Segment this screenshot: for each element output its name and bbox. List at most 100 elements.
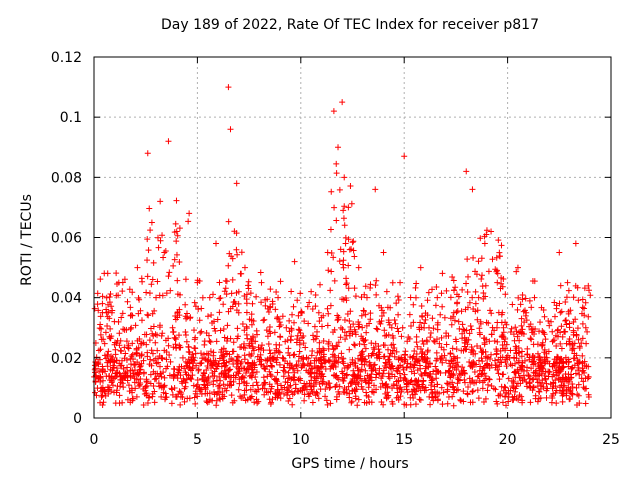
- data-point: [161, 383, 168, 390]
- data-point: [223, 359, 230, 366]
- data-point: [128, 312, 135, 319]
- y-tick-label: 0.12: [51, 50, 82, 66]
- data-point: [122, 369, 129, 376]
- data-point: [143, 289, 150, 296]
- data-point: [389, 279, 396, 286]
- data-point: [97, 331, 104, 338]
- data-point: [129, 289, 136, 296]
- data-point: [350, 321, 357, 328]
- data-point: [513, 349, 520, 356]
- data-point: [323, 397, 330, 404]
- data-point: [354, 374, 361, 381]
- data-point: [417, 319, 424, 326]
- data-point: [228, 253, 235, 260]
- data-point: [182, 276, 189, 283]
- data-point: [99, 402, 106, 409]
- data-point: [246, 316, 253, 323]
- data-point: [304, 303, 311, 310]
- data-point: [557, 309, 564, 316]
- data-point: [142, 384, 149, 391]
- data-point: [492, 266, 499, 273]
- data-point: [122, 350, 129, 357]
- data-point: [116, 342, 123, 349]
- data-point: [192, 400, 199, 407]
- y-tick-label: 0.06: [51, 231, 82, 247]
- data-point: [121, 344, 128, 351]
- data-point: [305, 355, 312, 362]
- data-points: [91, 84, 594, 409]
- data-point: [274, 380, 281, 387]
- data-point: [223, 291, 230, 298]
- data-point: [340, 355, 347, 362]
- data-point: [205, 379, 212, 386]
- data-point: [555, 376, 562, 383]
- data-point: [579, 296, 586, 303]
- data-point: [374, 326, 381, 333]
- data-point: [492, 386, 499, 393]
- data-point: [162, 394, 169, 401]
- data-point: [165, 273, 172, 280]
- data-point: [421, 320, 428, 327]
- data-point: [91, 362, 98, 369]
- data-point: [439, 303, 446, 310]
- data-point: [253, 369, 260, 376]
- data-point: [228, 290, 235, 297]
- data-point: [266, 354, 273, 361]
- data-point: [198, 391, 205, 398]
- data-point: [502, 384, 509, 391]
- data-point: [574, 391, 581, 398]
- data-point: [115, 279, 122, 286]
- data-point: [463, 280, 470, 287]
- x-tick-label: 0: [90, 432, 99, 448]
- data-point: [475, 395, 482, 402]
- data-point: [340, 264, 347, 271]
- data-point: [157, 198, 164, 205]
- data-point: [235, 309, 242, 316]
- data-point: [204, 357, 211, 364]
- axes-frame: [93, 56, 612, 419]
- data-point: [510, 379, 517, 386]
- data-point: [428, 377, 435, 384]
- data-point: [571, 355, 578, 362]
- data-point: [202, 384, 209, 391]
- data-point: [165, 342, 172, 349]
- data-point: [549, 363, 556, 370]
- data-point: [233, 289, 240, 296]
- data-point: [242, 397, 249, 404]
- data-point: [225, 308, 232, 315]
- data-point: [228, 392, 235, 399]
- data-point: [427, 330, 434, 337]
- data-point: [539, 368, 546, 375]
- data-point: [558, 308, 565, 315]
- data-point: [247, 290, 254, 297]
- data-point: [359, 355, 366, 362]
- data-point: [424, 297, 431, 304]
- data-point: [389, 400, 396, 407]
- data-point: [248, 311, 255, 318]
- data-point: [459, 286, 466, 293]
- data-point: [457, 397, 464, 404]
- data-point: [414, 382, 421, 389]
- data-point: [227, 382, 234, 389]
- data-point: [172, 393, 179, 400]
- data-point: [177, 291, 184, 298]
- data-point: [147, 356, 154, 363]
- data-point: [278, 382, 285, 389]
- data-point: [171, 384, 178, 391]
- data-point: [106, 315, 113, 322]
- data-point: [318, 347, 325, 354]
- data-point: [553, 372, 560, 379]
- data-point: [444, 400, 451, 407]
- data-point: [479, 272, 486, 279]
- data-point: [100, 386, 107, 393]
- data-point: [320, 312, 327, 319]
- data-point: [279, 313, 286, 320]
- data-point: [581, 369, 588, 376]
- data-point: [378, 317, 385, 324]
- data-point: [428, 394, 435, 401]
- data-point: [154, 234, 161, 241]
- data-point: [200, 369, 207, 376]
- data-point: [442, 369, 449, 376]
- data-point: [363, 329, 370, 336]
- data-point: [569, 347, 576, 354]
